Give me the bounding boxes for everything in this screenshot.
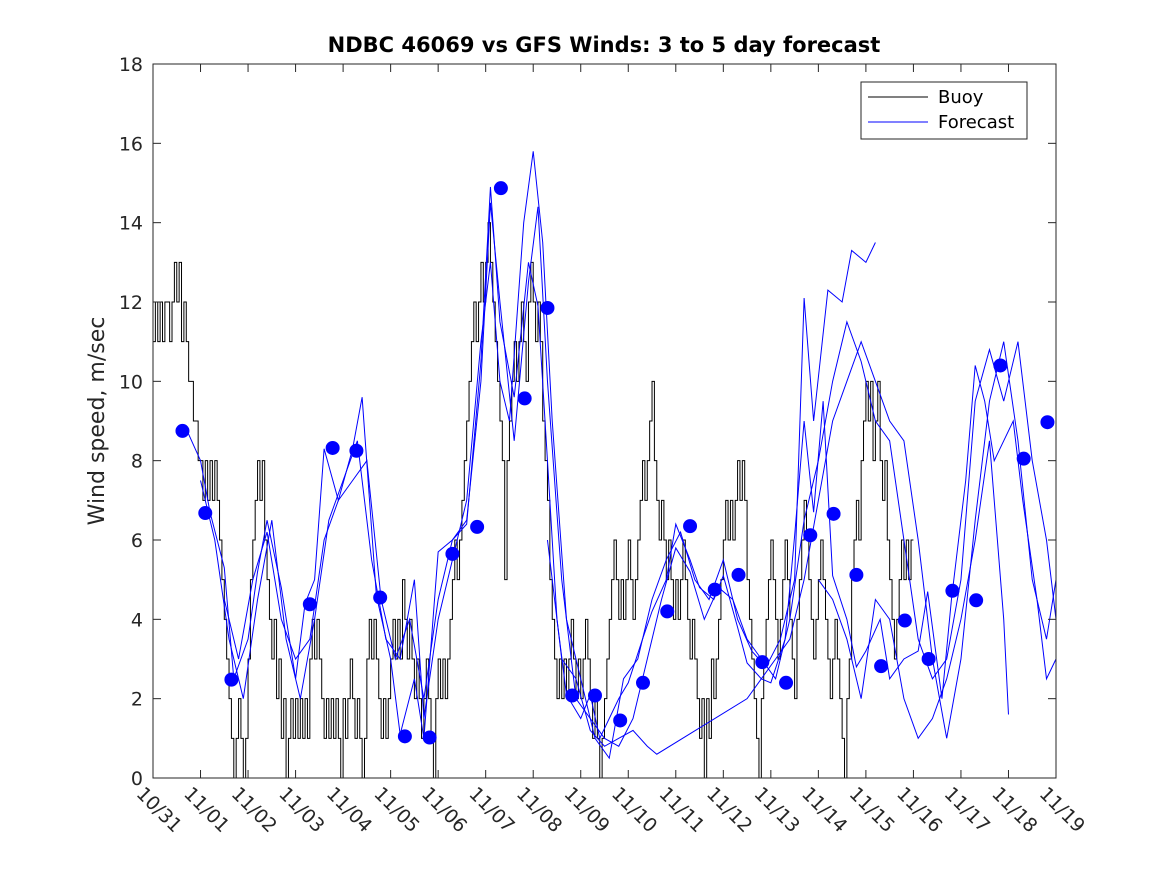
forecast-marker [897, 613, 912, 628]
y-tick-label: 18 [119, 54, 143, 76]
forecast-marker [493, 181, 508, 196]
forecast-marker [849, 567, 864, 582]
y-tick-label: 2 [131, 689, 143, 711]
forecast-marker [445, 546, 460, 561]
forecast-marker [175, 423, 190, 438]
forecast-marker [470, 519, 485, 534]
y-tick-label: 8 [131, 451, 143, 473]
forecast-marker [422, 730, 437, 745]
legend-buoy-label: Buoy [938, 87, 984, 108]
forecast-marker [683, 519, 698, 534]
y-axis-label: Wind speed, m/sec [85, 317, 110, 526]
marker-layer [175, 181, 1055, 745]
plot-frame [152, 63, 1057, 779]
y-tick-label: 4 [131, 609, 143, 631]
forecast-marker [373, 590, 388, 605]
legend: Buoy Forecast [860, 81, 1028, 140]
forecast-marker [707, 582, 722, 597]
forecast-marker [587, 688, 602, 703]
plot-area [153, 64, 1056, 778]
forecast-marker [945, 583, 960, 598]
forecast-marker [198, 506, 213, 521]
forecast-marker [224, 672, 239, 687]
forecast-marker [755, 655, 770, 670]
y-tick-label: 0 [131, 768, 143, 790]
forecast-marker [397, 729, 412, 744]
forecast-series-line-2 [200, 151, 876, 760]
forecast-marker [302, 597, 317, 612]
forecast-marker [874, 659, 889, 674]
forecast-series-line-4 [546, 340, 1057, 755]
forecast-marker [921, 652, 936, 666]
forecast-series-line-1 [185, 186, 1057, 740]
y-tick-label: 10 [119, 371, 143, 393]
forecast-marker [613, 713, 628, 728]
forecast-marker [635, 675, 650, 690]
y-axis: 0 2 4 6 8 10 12 14 16 18 [119, 54, 1056, 790]
chart-title: NDBC 46069 vs GFS Winds: 3 to 5 day fore… [328, 33, 881, 57]
y-tick-label: 16 [119, 133, 143, 155]
forecast-marker [969, 593, 984, 608]
legend-forecast-label: Forecast [938, 112, 1014, 133]
forecast-marker [826, 506, 841, 521]
forecast-marker [540, 300, 555, 315]
buoy-series-line [153, 222, 914, 779]
forecast-marker [660, 604, 675, 619]
legend-box [860, 81, 1028, 140]
series-layer [153, 151, 1057, 779]
forecast-marker [349, 443, 364, 458]
forecast-series-line-3 [223, 202, 1057, 747]
forecast-marker [565, 688, 580, 703]
y-tick-label: 6 [131, 530, 143, 552]
forecast-series-line-5 [817, 440, 1009, 740]
forecast-marker [803, 528, 818, 543]
forecast-marker [517, 391, 532, 406]
forecast-marker [779, 675, 794, 690]
forecast-marker [731, 567, 746, 582]
forecast-marker [993, 358, 1008, 373]
y-tick-label: 12 [119, 292, 143, 314]
forecast-marker [1016, 451, 1031, 466]
y-tick-label: 14 [119, 213, 143, 235]
forecast-marker [325, 440, 340, 455]
forecast-marker [1040, 415, 1055, 430]
